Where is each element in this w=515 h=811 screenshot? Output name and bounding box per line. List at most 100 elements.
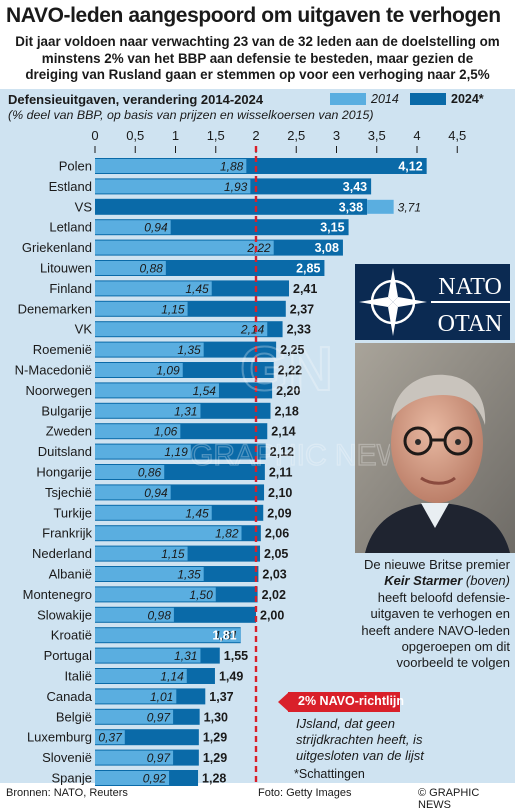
category-label: Letland [49, 220, 92, 235]
footer-sources: Bronnen: NATO, Reuters [6, 787, 128, 799]
value-label-2024: 2,12 [270, 445, 294, 459]
value-label-2024: 2,09 [267, 506, 291, 520]
category-label: Slovenië [42, 750, 92, 765]
value-label-2024: 2,25 [280, 343, 304, 357]
category-label: Zweden [46, 424, 92, 439]
bar-2014 [95, 240, 274, 255]
x-tick-label: 1 [172, 128, 179, 143]
value-label-2024: 1,29 [203, 751, 227, 765]
category-label: Duitsland [38, 444, 92, 459]
value-label-2024: 2,11 [269, 466, 293, 480]
value-label-2014: 1,88 [220, 160, 244, 174]
category-label: Montenegro [23, 587, 92, 602]
legend-swatch-2024 [410, 93, 446, 105]
category-label: Albanië [49, 567, 92, 582]
value-label-2014: 0,94 [144, 486, 168, 500]
bar-2014 [95, 669, 187, 683]
target-arrow-icon [278, 692, 289, 712]
bar-2014 [95, 505, 212, 520]
caption-paren: (boven) [462, 573, 510, 589]
logo-text-otan: OTAN [438, 311, 503, 337]
category-label: Kroatië [51, 628, 92, 643]
value-label-2024: 2,85 [296, 262, 320, 276]
x-tick-label: 2,5 [287, 128, 305, 143]
legend-label-2014: 2014 [371, 92, 399, 106]
target-label: 2% NAVO-richtlijn [298, 694, 405, 708]
value-label-2014: 1,35 [177, 343, 201, 357]
bar-2014 [95, 546, 188, 561]
value-label-2024: 1,29 [203, 731, 227, 745]
note-iceland: IJsland, dat geen strijdkrachten heeft, … [296, 716, 424, 763]
category-label: Litouwen [40, 261, 92, 276]
category-label: Slowakije [37, 607, 92, 622]
category-label: VS [75, 199, 93, 214]
value-label-2014: 0,97 [147, 751, 172, 765]
bar-2014 [95, 342, 204, 357]
category-label: Turkije [53, 505, 92, 520]
x-tick-label: 2 [252, 128, 259, 143]
category-label: Noorwegen [26, 383, 93, 398]
bar-2014 [95, 567, 204, 581]
value-label-2014: 0,98 [148, 608, 172, 622]
bar-2014 [95, 301, 188, 316]
caption-text: De nieuwe Britse premier [364, 557, 510, 572]
value-label-2014: 0,86 [138, 466, 162, 480]
value-label-2014: 2,14 [240, 323, 265, 337]
category-label: Finland [49, 281, 92, 296]
category-label: Tsjechië [45, 485, 92, 500]
value-label-2014: 1,31 [174, 404, 197, 418]
x-tick-label: 3,5 [368, 128, 386, 143]
value-label-2024: 1,37 [209, 690, 233, 704]
value-label-2024: 1,49 [219, 670, 243, 684]
category-label: Bulgarije [41, 403, 92, 418]
category-label: Canada [46, 689, 92, 704]
bar-2014 [95, 709, 174, 724]
value-label-2024: 2,41 [293, 282, 317, 296]
value-label-2014: 1,54 [193, 384, 217, 398]
value-label-2014: 1,14 [160, 670, 184, 684]
category-label: Estland [49, 179, 92, 194]
value-label-2014: 0,88 [139, 262, 163, 276]
category-label: VK [75, 322, 93, 337]
value-label-2014: 1,15 [161, 547, 185, 561]
category-label: Portugal [44, 648, 93, 663]
value-label-2024: 1,28 [202, 772, 226, 786]
bar-2014 [95, 628, 241, 643]
bar-2014 [367, 199, 394, 214]
bar-2014 [95, 322, 268, 337]
bar-2014 [95, 607, 174, 622]
bar-2014 [95, 363, 183, 377]
value-label-2014: 1,01 [150, 690, 173, 704]
value-label-2014: 1,82 [215, 527, 239, 541]
value-label-2014: 1,31 [174, 649, 197, 663]
bar-2014 [95, 159, 247, 173]
x-tick-label: 0,5 [126, 128, 144, 143]
value-label-2024: 2,14 [271, 425, 295, 439]
value-label-2024: 3,38 [339, 200, 363, 214]
category-label: Spanje [52, 771, 92, 786]
category-label: Luxemburg [27, 730, 92, 745]
category-label: België [56, 709, 92, 724]
value-label-2024: 2,00 [260, 608, 284, 622]
subtitle-line: Dit jaar voldoen naar verwachting 23 van… [15, 34, 500, 49]
bar-2014 [95, 179, 251, 194]
value-label-2024: 2,10 [268, 486, 292, 500]
value-label-2014: 1,93 [224, 180, 248, 194]
value-label-2014: 0,92 [143, 772, 167, 786]
value-label-2014: 1,45 [185, 506, 209, 520]
category-label: Polen [59, 159, 92, 174]
category-label: Frankrijk [42, 526, 92, 541]
estimates-note: *Schattingen [294, 767, 365, 781]
category-label: N-Macedonië [15, 363, 92, 378]
category-label: Hongarije [36, 465, 92, 480]
photo-caption: De nieuwe Britse premier Keir Starmer (b… [355, 557, 510, 672]
bar-2024 [95, 198, 368, 215]
subtitle-line: minstens 2% van het BBP aan defensie te … [41, 50, 474, 66]
value-label-2014: 1,09 [156, 364, 180, 378]
value-label-2024: 2,03 [262, 568, 286, 582]
x-tick-label: 0 [91, 128, 98, 143]
value-label-2024: 3,43 [343, 180, 367, 194]
category-label: Nederland [32, 546, 92, 561]
bar-2014 [95, 750, 174, 765]
